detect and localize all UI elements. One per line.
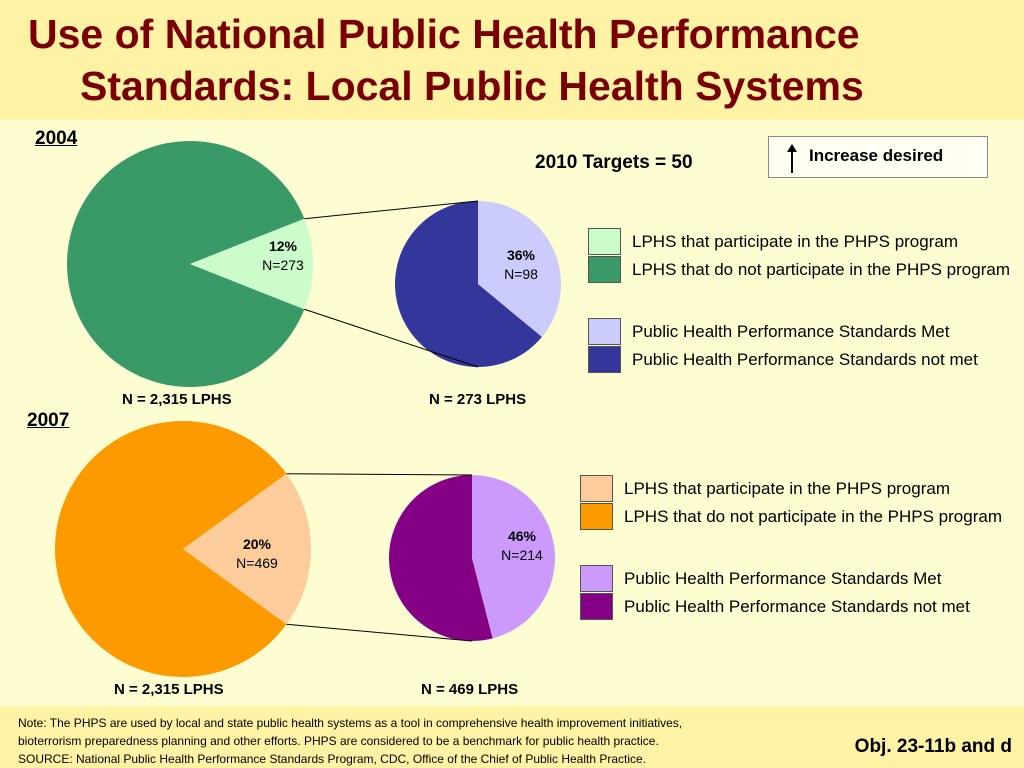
slice-percent-label: 46% (508, 528, 537, 544)
connector-line (304, 308, 479, 368)
year-label-2007: 2007 (27, 410, 70, 431)
legend-label: LPHS that participate in the PHPS progra… (632, 232, 958, 251)
legend-swatch (588, 228, 621, 255)
pie-slice-not-participating (67, 140, 305, 387)
up-arrow-icon (787, 144, 797, 173)
title-line-2: Standards: Local Public Health Systems (80, 63, 864, 109)
footnote-line-2: bioterrorism preparedness planning and o… (18, 734, 659, 748)
legend-swatch (588, 256, 621, 283)
footnote-source: SOURCE: National Public Health Performan… (18, 752, 647, 766)
legend-swatch (580, 593, 613, 620)
slice-count-label: N=214 (501, 547, 543, 563)
footnote: Note: The PHPS are used by local and sta… (18, 714, 808, 768)
chart-group-2007: 20% N=469 46% N=214 (54, 421, 555, 677)
sub-n-label-2004: N = 273 LPHS (429, 391, 527, 408)
page-title: Use of National Public Health Performanc… (0, 8, 1024, 112)
slice-percent-label: 36% (507, 247, 536, 263)
slice-count-label: N=98 (504, 266, 538, 282)
pie-slice-met (478, 201, 561, 337)
legend-label: LPHS that do not participate in the PHPS… (632, 260, 1010, 279)
legend-label: Public Health Performance Standards not … (632, 350, 978, 369)
increase-desired-box: Increase desired (768, 136, 988, 178)
pie-slice-participating (183, 473, 311, 625)
legend-label: Public Health Performance Standards not … (624, 597, 970, 616)
legend-item: Public Health Performance Standards not … (588, 346, 1018, 402)
pie-slice-not-met (388, 475, 493, 641)
connector-line (286, 473, 473, 476)
legend-item: Public Health Performance Standards Met (588, 318, 1018, 346)
targets-label: 2010 Targets = 50 (535, 152, 693, 173)
main-n-label-2007: N = 2,315 LPHS (114, 681, 224, 698)
year-label-2004: 2004 (35, 128, 78, 149)
slice-percent-label: 12% (269, 238, 298, 254)
legend-label: LPHS that do not participate in the PHPS… (624, 507, 1002, 526)
chart-group-2004: 12% N=273 36% N=98 (67, 140, 561, 387)
legend-label: Public Health Performance Standards Met (632, 322, 950, 341)
legend-item: LPHS that do not participate in the PHPS… (580, 503, 1020, 565)
connector-line (304, 200, 479, 220)
legend-2007: LPHS that participate in the PHPS progra… (580, 475, 1020, 649)
main-n-label-2004: N = 2,315 LPHS (122, 391, 232, 408)
legend-label: Public Health Performance Standards Met (624, 569, 942, 588)
pie-slice-not-met (394, 200, 542, 367)
sub-n-label-2007: N = 469 LPHS (421, 681, 519, 698)
legend-swatch (588, 346, 621, 373)
legend-swatch (588, 318, 621, 345)
legend-item: Public Health Performance Standards Met (580, 565, 1020, 593)
pie-slice-met (472, 475, 555, 639)
legend-swatch (580, 475, 613, 502)
footnote-line-1: Note: The PHPS are used by local and sta… (18, 716, 683, 730)
legend-2004: LPHS that participate in the PHPS progra… (588, 228, 1018, 402)
legend-swatch (580, 503, 613, 530)
legend-label: LPHS that participate in the PHPS progra… (624, 479, 950, 498)
connector-line (286, 623, 473, 642)
slice-count-label: N=469 (236, 555, 278, 571)
pie-slice-not-participating (54, 421, 287, 677)
legend-item: Public Health Performance Standards not … (580, 593, 1020, 649)
slice-count-label: N=273 (262, 257, 304, 273)
title-bar: Use of National Public Health Performanc… (0, 0, 1024, 120)
title-line-1: Use of National Public Health Performanc… (28, 11, 860, 57)
legend-item: LPHS that participate in the PHPS progra… (580, 475, 1020, 503)
increase-desired-label: Increase desired (809, 146, 944, 165)
footnote-band: Note: The PHPS are used by local and sta… (0, 706, 1024, 768)
legend-swatch (580, 565, 613, 592)
slice-percent-label: 20% (243, 536, 272, 552)
legend-item: LPHS that do not participate in the PHPS… (588, 256, 1018, 318)
pie-slice-participating (190, 218, 313, 310)
objective-label: Obj. 23-11b and d (854, 736, 1012, 757)
legend-item: LPHS that participate in the PHPS progra… (588, 228, 1018, 256)
